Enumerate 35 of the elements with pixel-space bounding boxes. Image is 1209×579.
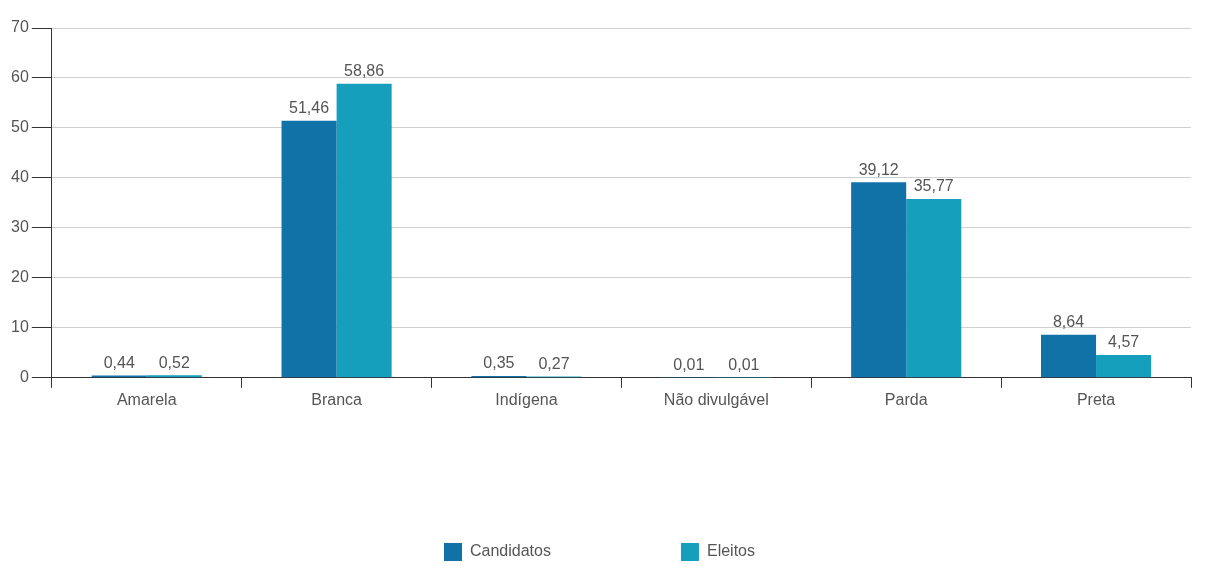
legend-label: Candidatos [470, 542, 551, 560]
bar [281, 120, 337, 378]
data-label: 35,77 [913, 177, 954, 195]
bar [336, 83, 392, 378]
y-tick-label: 70 [11, 18, 29, 36]
bar [146, 375, 202, 378]
x-tick-label: Indígena [495, 390, 558, 408]
data-label: 39,12 [858, 160, 899, 178]
y-tick-label: 0 [19, 368, 29, 386]
data-label: 0,27 [538, 354, 570, 372]
y-tick-label: 50 [11, 118, 29, 136]
data-label: 8,64 [1052, 313, 1085, 331]
x-tick-label: Branca [311, 390, 363, 408]
y-tick-label: 10 [11, 318, 29, 336]
data-label: 0,01 [728, 356, 760, 374]
y-tick-label: 40 [11, 168, 29, 186]
data-label: 58,86 [344, 62, 385, 80]
legend-label: Eleitos [706, 542, 755, 560]
data-label: 51,46 [289, 99, 330, 117]
x-tick-label: Preta [1076, 390, 1116, 408]
bar [851, 182, 907, 378]
x-tick-label: Não divulgável [663, 390, 769, 408]
data-label: 0,52 [158, 353, 190, 371]
x-tick-label: Parda [884, 390, 928, 408]
data-label: 0,01 [673, 356, 705, 374]
bar [1041, 334, 1097, 378]
data-label: 4,57 [1108, 333, 1140, 351]
bar [1096, 354, 1152, 378]
y-tick-label: 20 [11, 268, 29, 286]
bar [906, 199, 962, 378]
y-tick-label: 60 [11, 68, 29, 86]
data-label: 0,35 [483, 354, 515, 372]
y-tick-label: 30 [11, 218, 29, 236]
data-label: 0,44 [103, 354, 135, 372]
x-tick-label: Amarela [116, 390, 177, 408]
